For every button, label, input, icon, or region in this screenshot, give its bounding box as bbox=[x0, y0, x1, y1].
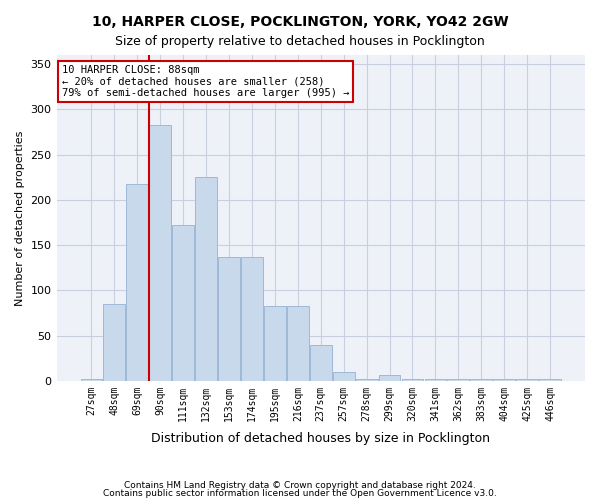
Bar bbox=[401, 379, 424, 381]
Bar bbox=[218, 257, 240, 381]
Bar bbox=[310, 346, 332, 381]
Text: 10 HARPER CLOSE: 88sqm
← 20% of detached houses are smaller (258)
79% of semi-de: 10 HARPER CLOSE: 88sqm ← 20% of detached… bbox=[62, 65, 349, 98]
Y-axis label: Number of detached properties: Number of detached properties bbox=[15, 130, 25, 306]
Text: 10, HARPER CLOSE, POCKLINGTON, YORK, YO42 2GW: 10, HARPER CLOSE, POCKLINGTON, YORK, YO4… bbox=[92, 15, 508, 29]
Bar bbox=[80, 379, 103, 381]
Bar bbox=[287, 306, 309, 381]
Bar bbox=[448, 379, 469, 381]
Bar bbox=[264, 306, 286, 381]
Bar bbox=[103, 304, 125, 381]
X-axis label: Distribution of detached houses by size in Pocklington: Distribution of detached houses by size … bbox=[151, 432, 490, 445]
Bar bbox=[149, 124, 171, 381]
Text: Size of property relative to detached houses in Pocklington: Size of property relative to detached ho… bbox=[115, 35, 485, 48]
Bar bbox=[516, 379, 538, 381]
Bar bbox=[356, 379, 377, 381]
Bar bbox=[127, 184, 148, 381]
Bar bbox=[379, 376, 400, 381]
Bar bbox=[195, 177, 217, 381]
Bar bbox=[470, 379, 492, 381]
Text: Contains public sector information licensed under the Open Government Licence v3: Contains public sector information licen… bbox=[103, 488, 497, 498]
Text: Contains HM Land Registry data © Crown copyright and database right 2024.: Contains HM Land Registry data © Crown c… bbox=[124, 481, 476, 490]
Bar bbox=[425, 379, 446, 381]
Bar bbox=[539, 379, 561, 381]
Bar bbox=[493, 379, 515, 381]
Bar bbox=[241, 257, 263, 381]
Bar bbox=[172, 225, 194, 381]
Bar bbox=[333, 372, 355, 381]
